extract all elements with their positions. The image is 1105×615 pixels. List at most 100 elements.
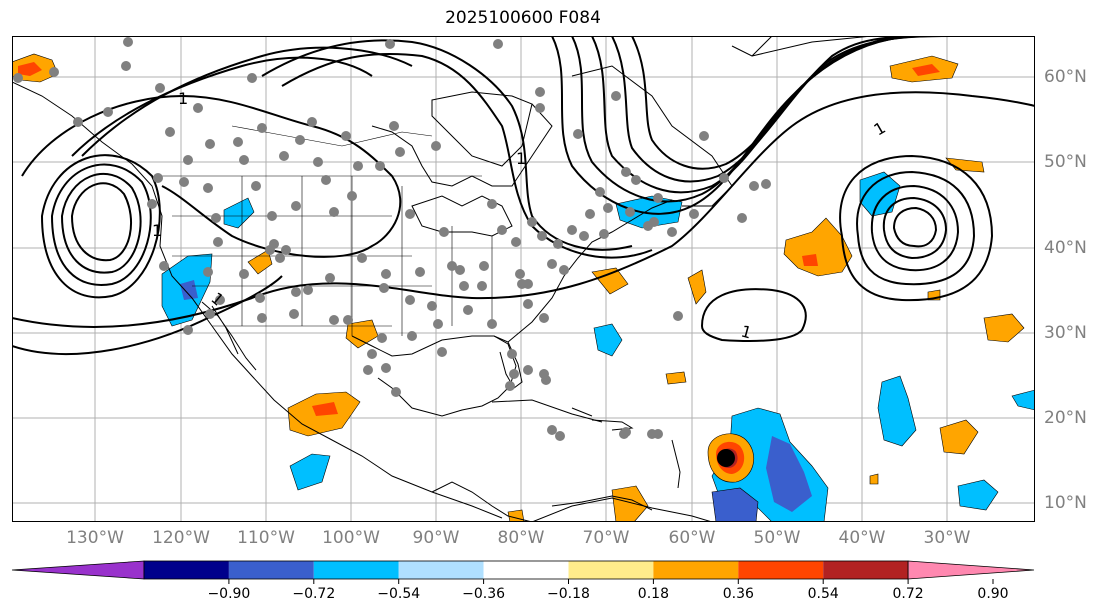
station-dot [535,87,545,97]
station-dot [527,217,537,227]
station-dot [509,369,519,379]
station-dot [303,285,313,295]
colorbar-tick-label: 0.18 [637,586,669,602]
station-dot [325,273,335,283]
station-dot [153,173,163,183]
station-dot [257,123,267,133]
colorbar-segment [738,561,824,579]
station-dot [385,39,395,49]
station-dot [211,213,221,223]
station-dot [379,283,389,293]
shade-hurricane-south [711,487,759,522]
station-dot [523,299,533,309]
contour-ridge-4 [281,52,653,259]
latitude-label: 10°N [1044,493,1087,513]
longitude-label: 120°W [152,528,210,548]
latitude-label: 60°N [1044,67,1087,87]
station-dot [405,209,415,219]
shade-bermuda-blue [593,323,623,357]
station-dot [653,193,663,203]
longitude-label: 80°W [497,528,545,548]
station-dot [719,173,729,183]
contour-low-west-1 [40,154,161,299]
contour-high-east-3 [870,184,960,272]
station-dot [321,175,331,185]
station-dot [497,225,507,235]
contour-trough-3 [591,36,933,194]
contour-outer [12,91,1035,328]
station-dot [395,147,405,157]
shade-nw-atlantic-core [912,64,940,76]
station-dot [523,365,533,375]
station-dot [611,91,621,101]
station-dot [541,375,551,385]
colorbar-segment [398,561,484,579]
contour-lines [12,36,1035,356]
shade-atl-blue-east [877,375,917,447]
station-dot [363,365,373,375]
station-dot [205,139,215,149]
station-dot [559,265,569,275]
station-dot [103,107,113,117]
contour-high-east-1 [839,154,994,302]
contour-low-west-2 [50,163,152,286]
station-dot [415,267,425,277]
colorbar-segment [568,561,654,579]
station-dot [203,267,213,277]
station-dot [367,349,377,359]
station-dot [407,331,417,341]
station-dot [493,39,503,49]
station-dot [275,253,285,263]
shade-atl-blue-se [957,479,999,511]
station-dot [357,253,367,263]
contour-trough-2 [571,36,923,203]
longitude-label: 40°W [838,528,886,548]
station-dot [247,73,257,83]
station-dot [215,295,225,305]
coastlines [12,36,873,522]
station-dot [579,231,589,241]
station-dot [193,103,203,113]
shade-hurricane-inner-blue [766,436,812,512]
storm-center-marker [717,449,735,467]
station-dot [353,161,363,171]
station-dot [13,73,23,83]
longitude-label: 50°W [753,528,801,548]
station-dot [343,315,353,325]
colorbar-tick-label: 0.72 [892,586,924,602]
greenland [731,36,873,57]
contour-label: 1 [152,221,162,240]
station-dot [347,191,357,201]
station-dot [761,179,771,189]
longitude-label: 100°W [322,528,380,548]
station-dot [381,363,391,373]
weather-map: 1 1 1 1 1 1 [12,36,1035,522]
station-dot [507,349,517,359]
station-dot [487,319,497,329]
canada-east [371,103,553,187]
contour-high-east-5 [892,206,938,248]
us-east-coast [507,199,673,343]
station-dot [595,187,605,197]
colorbar-segment [228,561,314,579]
station-dot [487,199,497,209]
station-dot [147,199,157,209]
station-dot [737,213,747,223]
colorbar-segment [823,561,909,579]
station-dot [165,127,175,137]
station-dot [699,131,709,141]
station-dot [279,151,289,161]
colorbar-segment [653,561,739,579]
station-dot [511,237,521,247]
station-dot [631,175,641,185]
south-america-north [531,497,713,522]
station-dot [291,287,301,297]
colorbar-tick-label: −0.90 [207,586,251,602]
contour-label: 1 [739,322,754,343]
station-dot [649,217,659,227]
station-dot [555,431,565,441]
longitude-label: 70°W [582,528,630,548]
shade-atl-orange-east [939,419,979,455]
station-dot [431,141,441,151]
station-dot [539,313,549,323]
